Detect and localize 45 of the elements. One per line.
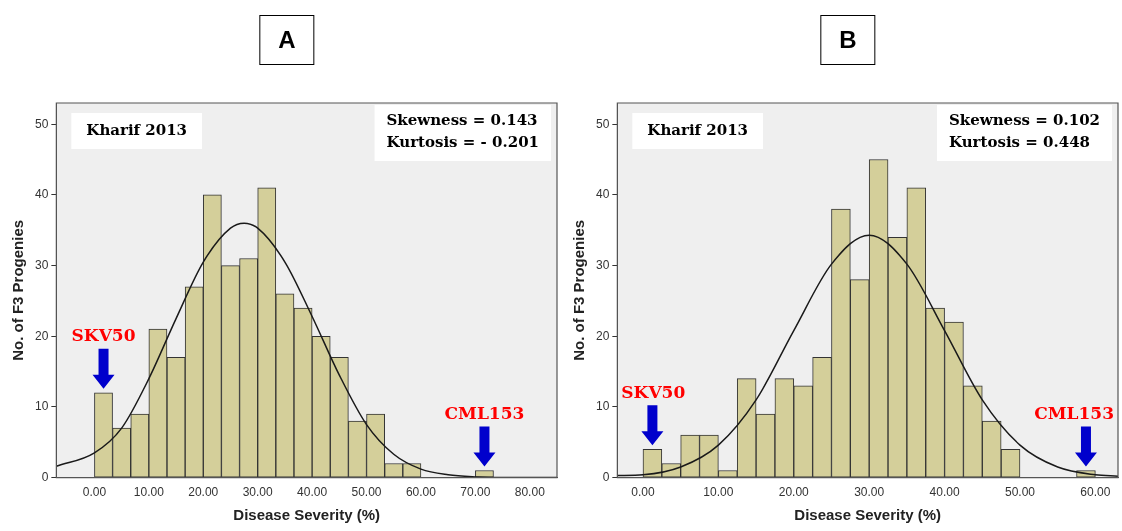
annotation: SKV50 (621, 381, 686, 402)
x-tick-label: 30.00 (854, 485, 885, 500)
annotation: Kurtosis = - 0.201 (386, 132, 539, 151)
x-tick-label: 80.00 (514, 485, 546, 500)
y-tick-label: 10 (595, 399, 610, 414)
annotation: Skewness = 0.102 (949, 110, 1101, 129)
x-tick-label: 50.00 (1004, 485, 1036, 500)
annotation: CML153 (444, 402, 525, 423)
x-tick-label: 0.00 (82, 485, 107, 500)
x-tick-label: 20.00 (188, 485, 219, 500)
x-tick-label: 40.00 (297, 485, 328, 500)
x-tick-label: 10.00 (133, 485, 165, 500)
annotation: Kharif 2013 (86, 120, 188, 139)
x-tick-label: 60.00 (1080, 485, 1111, 500)
x-axis-title: Disease Severity (%) (794, 506, 942, 524)
chart-title: A (259, 15, 315, 65)
annotation: Skewness = 0.143 (386, 110, 538, 129)
y-tick-label: 10 (34, 399, 49, 414)
y-tick-label: 30 (34, 257, 49, 272)
y-tick-label: 30 (595, 257, 610, 272)
y-tick-label: 0 (602, 469, 610, 484)
x-tick-label: 30.00 (242, 485, 274, 500)
y-tick-label: 40 (595, 187, 610, 202)
y-tick-label: 20 (595, 328, 610, 343)
annotation: Kharif 2013 (647, 120, 749, 139)
x-tick-label: 10.00 (703, 485, 734, 500)
x-tick-label: 0.00 (631, 485, 655, 500)
y-tick-label: 40 (34, 187, 49, 202)
x-tick-label: 60.00 (405, 485, 437, 500)
y-tick-label: 50 (34, 116, 49, 131)
annotation: SKV50 (71, 325, 136, 346)
x-tick-label: 70.00 (460, 485, 491, 500)
annotation: CML153 (1034, 402, 1114, 423)
annotation: Kurtosis = 0.448 (949, 132, 1091, 151)
line-series (617, 234, 1118, 477)
chart-title: B (820, 15, 876, 65)
y-axis-title: No. of F3 Progenies (570, 219, 588, 361)
x-tick-label: 20.00 (778, 485, 810, 500)
y-tick-label: 0 (41, 469, 49, 484)
y-axis-title: No. of F3 Progenies (9, 219, 27, 361)
y-tick-label: 20 (34, 328, 49, 343)
x-tick-label: 50.00 (351, 485, 382, 500)
y-tick-label: 50 (595, 116, 610, 131)
x-tick-label: 40.00 (929, 485, 960, 500)
x-axis-title: Disease Severity (%) (233, 506, 381, 524)
